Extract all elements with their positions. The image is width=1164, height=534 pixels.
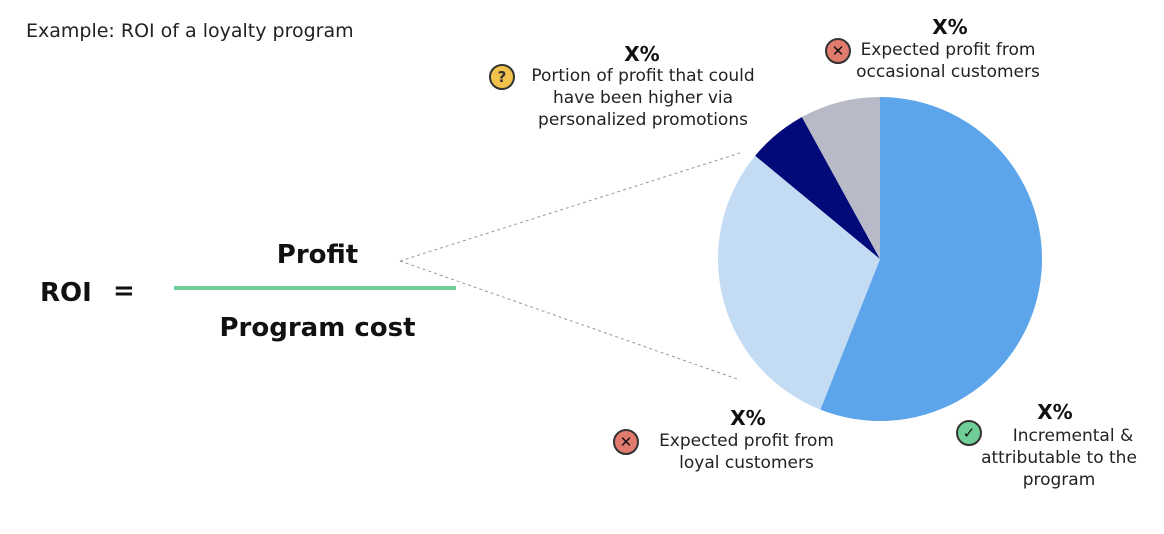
callout-line: Incremental & (1012, 426, 1134, 446)
callout-line: Portion of profit that could (531, 66, 755, 86)
pct-personalized: X% (624, 42, 660, 66)
numerator-profit: Profit (276, 240, 359, 270)
x-icon: ✕ (613, 429, 639, 455)
callout-personalized: Portion of profit that could have been h… (518, 65, 768, 131)
pct-loyal: X% (730, 406, 766, 430)
denominator-program-cost: Program cost (219, 313, 416, 343)
x-icon: ✕ (825, 38, 851, 64)
equals-sign: = (113, 276, 135, 306)
callout-line: have been higher via (552, 88, 734, 108)
callout-line: personalized promotions (538, 110, 748, 130)
leader-line-bottom (399, 260, 741, 381)
question-icon: ? (489, 64, 515, 90)
diagram-title: Example: ROI of a loyalty program (26, 20, 354, 42)
roi-label: ROI (40, 278, 92, 308)
pie-slice-incremental (820, 97, 1042, 421)
leader-line-top (399, 152, 741, 262)
callout-line: loyal customers (679, 453, 814, 473)
check-icon: ✓ (956, 420, 982, 446)
callout-line: Expected profit from (860, 40, 1036, 60)
pie-slice-loyal (718, 155, 880, 410)
pie-slice-personalized (755, 117, 880, 259)
callout-loyal: Expected profit from loyal customers (644, 430, 849, 474)
callout-line: Expected profit from (659, 431, 834, 451)
callout-line: attributable to the (981, 448, 1137, 468)
pct-occasional: X% (932, 15, 968, 39)
pie-slice-occasional (801, 97, 880, 259)
pct-incremental: X% (1037, 400, 1073, 424)
callout-incremental: Incremental & attributable to the progra… (964, 425, 1154, 491)
callout-line: program (1022, 470, 1096, 490)
callout-line: occasional customers (856, 62, 1040, 82)
callout-occasional: Expected profit from occasional customer… (848, 39, 1048, 83)
fraction-line (174, 286, 456, 290)
